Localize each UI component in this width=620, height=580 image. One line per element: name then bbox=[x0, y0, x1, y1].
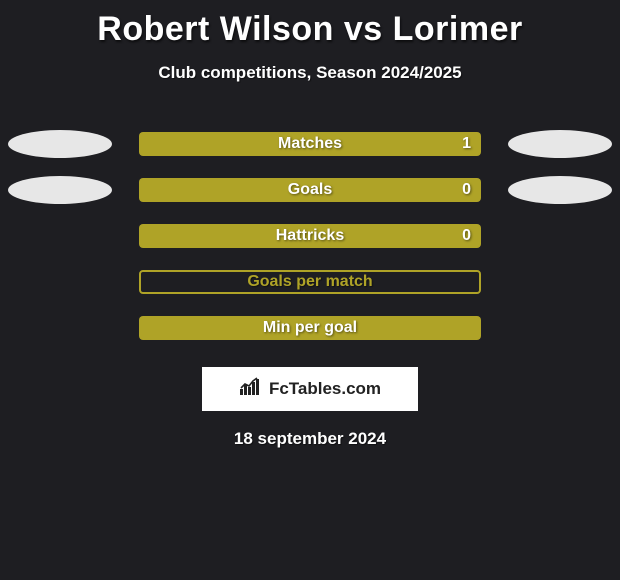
stat-label: Matches bbox=[278, 135, 342, 153]
right-value-ellipse bbox=[508, 130, 612, 158]
stat-bar-matches: Matches 1 bbox=[139, 132, 481, 156]
brand-badge: FcTables.com bbox=[202, 367, 418, 411]
stat-row: Min per goal bbox=[0, 305, 620, 351]
stat-bar-goals: Goals 0 bbox=[139, 178, 481, 202]
chart-icon bbox=[239, 377, 263, 402]
stat-bar-goals-per-match: Goals per match bbox=[139, 270, 481, 294]
stat-value: 0 bbox=[462, 227, 471, 245]
page-title: Robert Wilson vs Lorimer bbox=[0, 0, 620, 49]
stat-value: 0 bbox=[462, 181, 471, 199]
stat-label: Goals per match bbox=[247, 273, 372, 291]
comparison-chart: Matches 1 Goals 0 Hattricks 0 Goals per … bbox=[0, 121, 620, 351]
stat-label: Hattricks bbox=[276, 227, 344, 245]
stat-row: Goals 0 bbox=[0, 167, 620, 213]
stat-bar-min-per-goal: Min per goal bbox=[139, 316, 481, 340]
brand-text: FcTables.com bbox=[269, 379, 381, 399]
right-value-ellipse bbox=[508, 176, 612, 204]
subtitle: Club competitions, Season 2024/2025 bbox=[0, 63, 620, 83]
stat-label: Min per goal bbox=[263, 319, 357, 337]
stat-bar-hattricks: Hattricks 0 bbox=[139, 224, 481, 248]
stat-value: 1 bbox=[462, 135, 471, 153]
left-value-ellipse bbox=[8, 130, 112, 158]
left-value-ellipse bbox=[8, 176, 112, 204]
stat-row: Goals per match bbox=[0, 259, 620, 305]
date-text: 18 september 2024 bbox=[0, 429, 620, 449]
stat-row: Hattricks 0 bbox=[0, 213, 620, 259]
stat-label: Goals bbox=[288, 181, 332, 199]
stat-row: Matches 1 bbox=[0, 121, 620, 167]
